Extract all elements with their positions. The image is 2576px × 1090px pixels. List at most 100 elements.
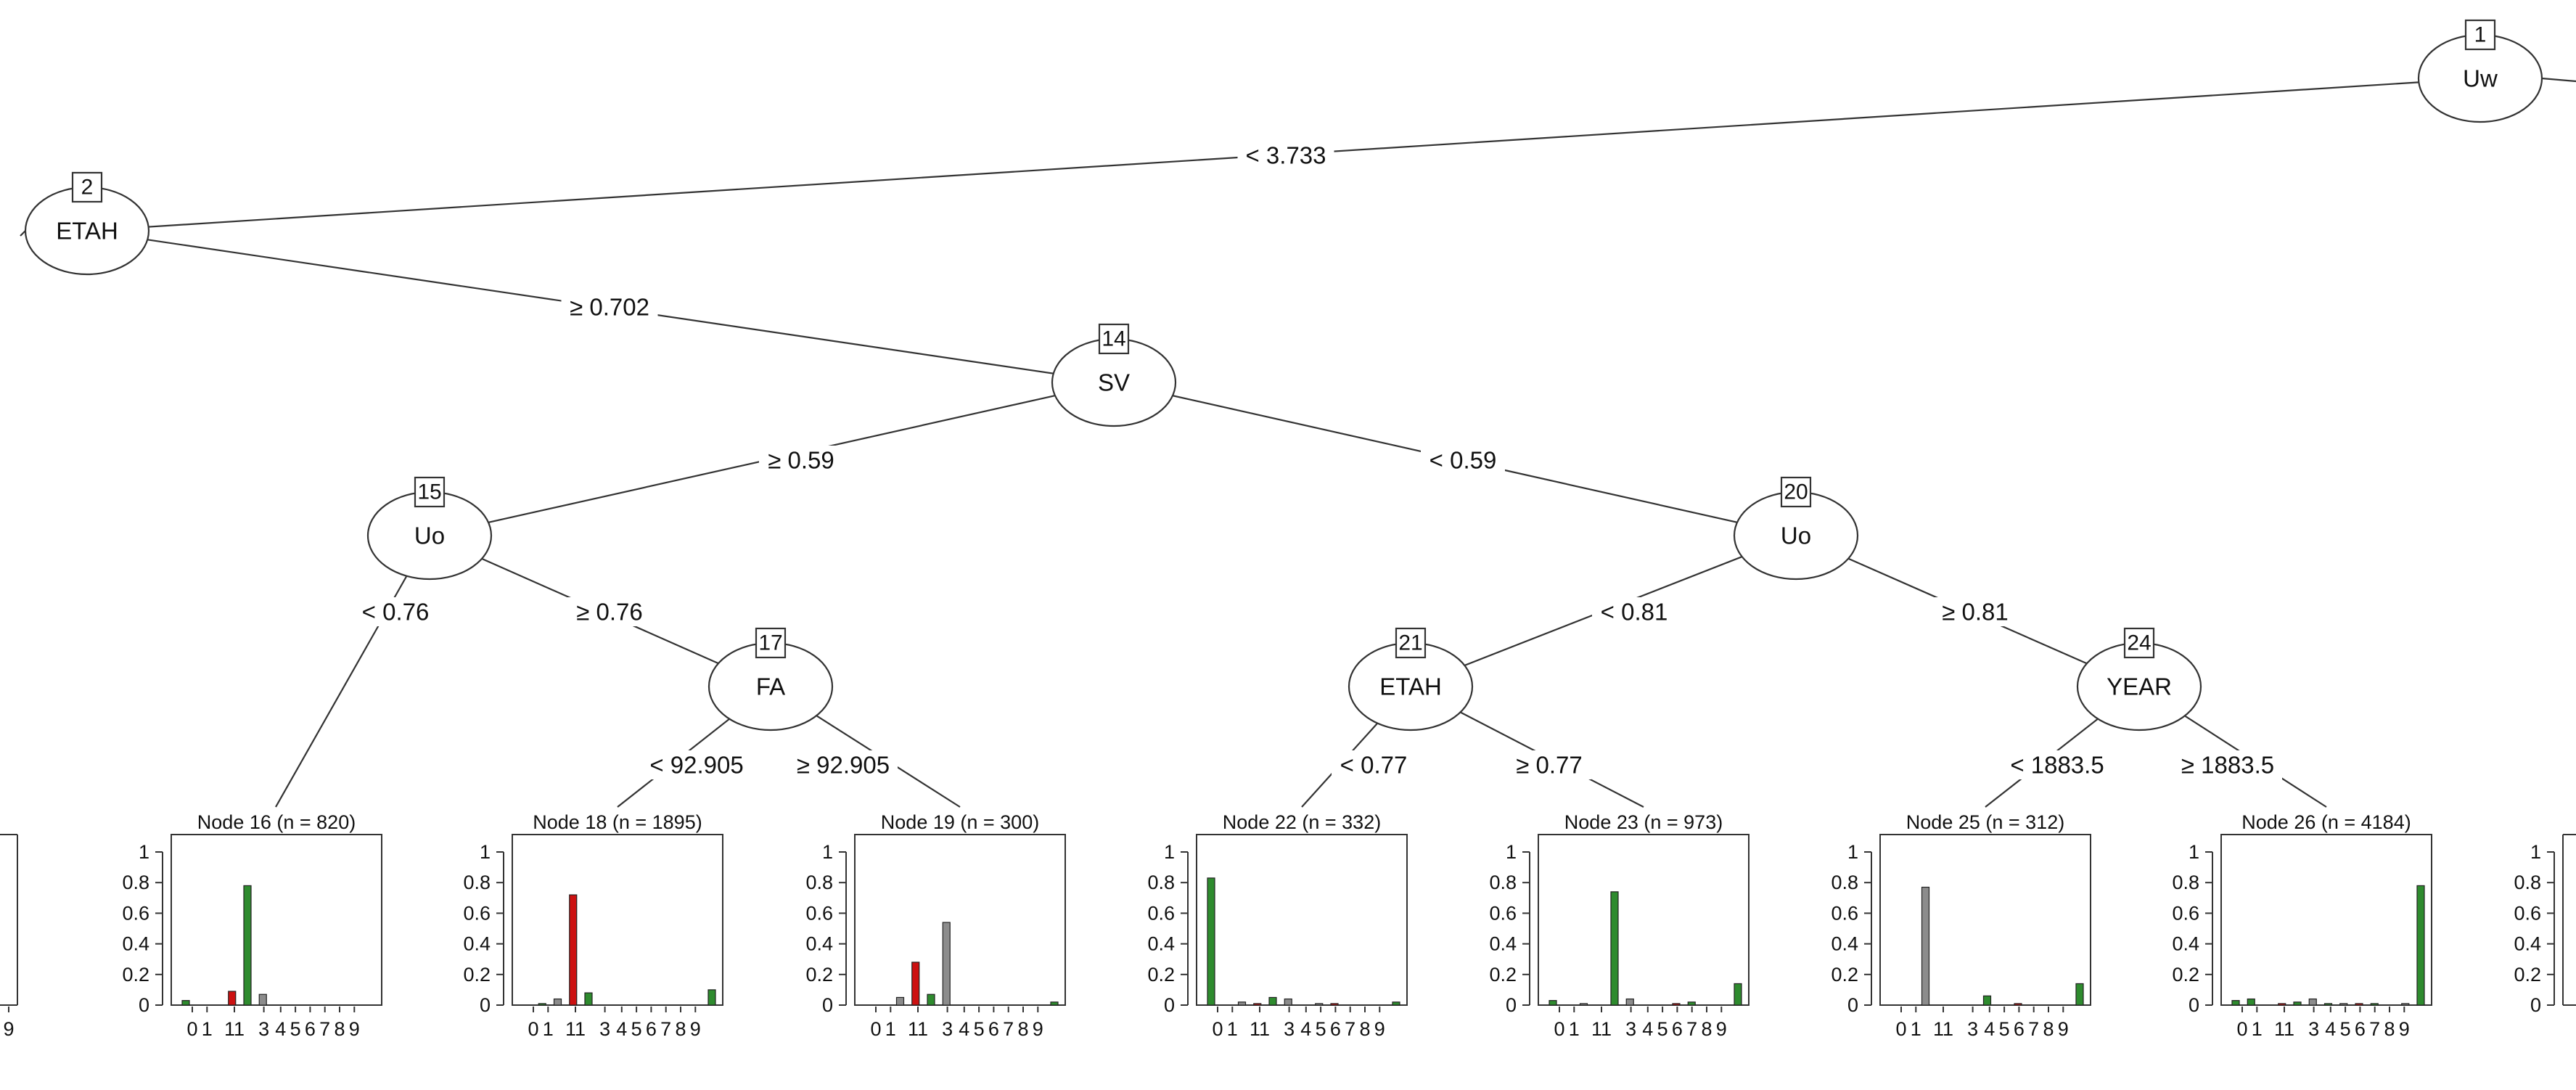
- edge-label-bg: [1933, 597, 2017, 626]
- edge-label-bg: [759, 446, 843, 475]
- x-tick-label: 1: [202, 1018, 213, 1040]
- x-tick-label: 4: [275, 1018, 286, 1040]
- panel-title: Node 25 (n = 312): [1906, 811, 2064, 833]
- x-tick-label: 8: [2384, 1018, 2395, 1040]
- y-tick-label: 0.6: [1489, 902, 1517, 924]
- terminal-node-panel: Node 22 (n = 332)00.20.40.60.810 1 11 3 4 5 6 7…: [1147, 811, 1408, 1040]
- y-tick-label: 0.2: [2172, 964, 2199, 985]
- y-tick-label: 0.8: [1489, 872, 1517, 893]
- y-tick-label: 0.8: [463, 872, 491, 893]
- bar-2: [258, 993, 267, 1006]
- y-tick-label: 1: [822, 841, 833, 863]
- x-tick-label: 9: [1033, 1018, 1043, 1040]
- node-variable-label: Uo: [1781, 523, 1811, 549]
- y-tick-label: 0.2: [1147, 964, 1175, 985]
- panel-frame: [1538, 834, 1750, 1006]
- panel-title: Node 18 (n = 1895): [533, 811, 702, 833]
- y-tick-label: 0.6: [1831, 902, 1858, 924]
- edge-label-21-22: < 0.77: [1332, 750, 1416, 779]
- bar-12: [927, 993, 935, 1006]
- x-tick-label: 5: [1316, 1018, 1326, 1040]
- node-variable-label: Uo: [414, 523, 445, 549]
- edge-label-text: < 0.59: [1429, 447, 1497, 474]
- edge-label-bg: [353, 597, 438, 626]
- node-id-label: 1: [2474, 23, 2487, 47]
- x-tick-label: 3: [942, 1018, 953, 1040]
- y-tick-label: 0.4: [1489, 933, 1517, 955]
- bar-1: [2247, 998, 2255, 1006]
- y-tick-label: 0.8: [122, 872, 149, 893]
- bar-5: [1330, 1003, 1339, 1006]
- y-tick-label: 0.8: [2172, 872, 2199, 893]
- x-tick-label: 0: [870, 1018, 881, 1040]
- x-tick-label: 0: [1212, 1018, 1223, 1040]
- y-tick-label: 0.2: [122, 964, 149, 985]
- edge-label-text: < 92.905: [649, 752, 743, 779]
- x-tick-label: 1: [885, 1018, 896, 1040]
- bar-8: [2401, 1003, 2410, 1006]
- x-tick-label: 9: [1716, 1018, 1727, 1040]
- bar-0: [1549, 1000, 1557, 1006]
- panel-frame: [1879, 834, 2091, 1006]
- x-tick-label: 7: [1345, 1018, 1355, 1040]
- node-id-box: [71, 171, 103, 203]
- y-tick-label: 1: [139, 841, 149, 863]
- bar-0: [181, 1000, 190, 1006]
- y-tick-label: 0.8: [2514, 872, 2541, 893]
- node-id-box: [2464, 19, 2496, 51]
- bar-9: [2075, 983, 2084, 1006]
- edge-label-text: < 0.77: [1340, 752, 1408, 779]
- y-tick-label: 0: [1164, 994, 1175, 1016]
- node-variable-label: ETAH: [56, 218, 118, 245]
- x-tick-label: 7: [1686, 1018, 1697, 1040]
- x-tick-label: 0: [528, 1018, 538, 1040]
- bar-12: [1268, 996, 1277, 1006]
- edge-label-text: ≥ 1883.5: [2181, 752, 2274, 779]
- bar-11: [228, 991, 237, 1006]
- x-tick-label: 5: [1657, 1018, 1668, 1040]
- x-tick-label: 11: [908, 1018, 928, 1040]
- node-2-left-stub: [20, 230, 26, 237]
- bar-9: [1050, 1001, 1059, 1006]
- x-tick-label: 6: [988, 1018, 999, 1040]
- x-tick-label: 0: [186, 1018, 197, 1040]
- tree-node-14: SV 14: [1051, 323, 1177, 427]
- x-tick-label: 9: [2399, 1018, 2410, 1040]
- y-tick-label: 0.4: [805, 933, 833, 955]
- edge-label-bg: [789, 750, 898, 779]
- x-tick-label: 5: [974, 1018, 985, 1040]
- bar-0: [2231, 1000, 2240, 1006]
- bar-10: [1237, 1001, 1247, 1006]
- node-id-label: 20: [1784, 480, 1808, 504]
- panel-title: Node 16 (n = 820): [197, 811, 356, 833]
- node-id-box: [1395, 627, 1427, 659]
- bar-9: [707, 989, 716, 1006]
- y-tick-label: 0.2: [805, 964, 833, 985]
- x-tick-label: 4: [616, 1018, 627, 1040]
- clipped-right-panel: 0 0.2 0.4 0.6 0.8 1: [2514, 834, 2576, 1016]
- y-tick-label: 1: [2530, 841, 2541, 863]
- x-tick-label: 7: [319, 1018, 330, 1040]
- x-tick-label: 1: [543, 1018, 554, 1040]
- tree-node-1: Uw 1: [2417, 19, 2543, 123]
- bar-10: [553, 998, 562, 1006]
- edge-label-bg: [561, 292, 658, 321]
- x-tick-label: 6: [1672, 1018, 1683, 1040]
- tree-node-20: Uo 20: [1733, 476, 1859, 581]
- terminal-node-panel: Node 18 (n = 1895)00.20.40.60.810 1 11 3 4 5 6…: [463, 811, 723, 1040]
- edge-label-text: ≥ 0.76: [576, 599, 643, 626]
- x-tick-label: 5: [1999, 1018, 2010, 1040]
- edge-label-bg: [642, 750, 751, 779]
- panel-frame: [171, 834, 382, 1006]
- x-tick-label: 9: [349, 1018, 360, 1040]
- x-tick-label: 6: [646, 1018, 657, 1040]
- x-tick-label: 4: [2325, 1018, 2336, 1040]
- x-tick-label: 1: [1911, 1018, 1921, 1040]
- panel-frame: [1196, 834, 1408, 1006]
- edge-15-16: [275, 535, 430, 808]
- y-tick-label: 0: [2189, 994, 2199, 1016]
- bar-2: [1284, 998, 1292, 1006]
- x-tick-label: 5: [290, 1018, 301, 1040]
- y-tick-label: 0: [480, 994, 491, 1016]
- bar-12: [1610, 891, 1619, 1006]
